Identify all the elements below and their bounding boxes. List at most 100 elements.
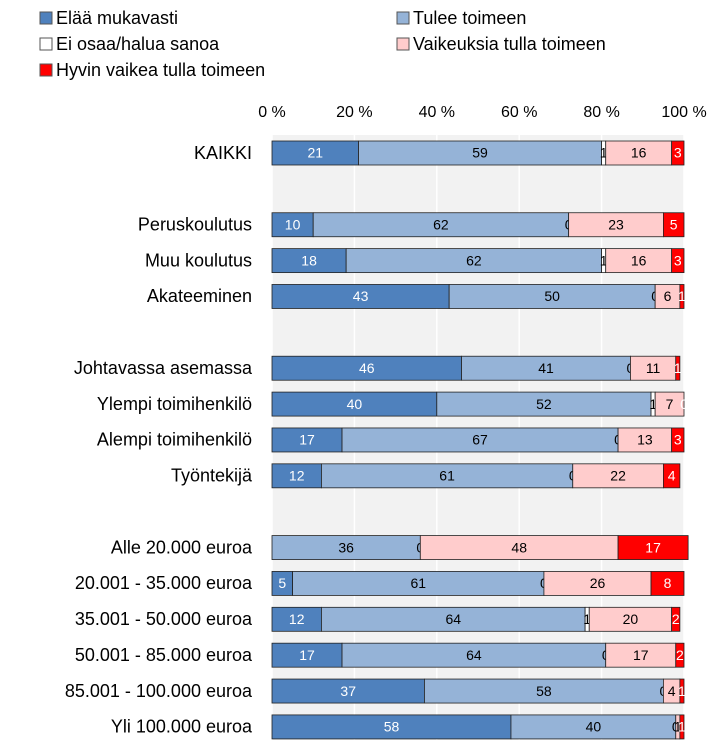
bar-segment [671,427,685,453]
x-tick-label: 80 % [583,104,619,121]
data-label: 61 [410,575,426,591]
bar-segment [510,714,677,740]
bar-segment [271,678,425,704]
bar-segment [650,571,685,596]
data-label: 58 [536,683,552,699]
data-label: 1 [600,145,608,161]
y-tick-label: Alempi toimihenkilö [97,430,252,450]
data-label: 17 [299,432,315,448]
y-tick-label: Alle 20.000 euroa [111,537,253,557]
bar-segment [675,642,685,668]
y-tick-label: Akateeminen [147,286,252,306]
bar-segment [321,606,586,632]
x-tick-label: 100 % [661,104,706,121]
x-tick-label: 40 % [419,104,455,121]
bar-segment [358,140,602,166]
y-tick-label: Yli 100.000 euroa [111,717,253,737]
data-label: 1 [678,683,686,699]
legend-label: Elää mukavasti [56,8,178,28]
bar-segment [675,355,681,381]
data-label: 36 [338,539,354,555]
bar-segment [617,427,673,453]
data-label: 1 [678,288,686,304]
bar-segment [292,571,545,596]
bar-segment [605,642,677,668]
data-label: 43 [353,288,369,304]
data-label: 59 [472,145,488,161]
bar-segment [671,140,685,166]
bar-segment [345,248,603,274]
bar-segment [679,284,685,309]
bar-segment [424,678,664,704]
data-label: 18 [301,252,317,268]
data-label: 22 [610,468,626,484]
bar-segment [663,463,681,489]
data-label: 1 [649,396,657,412]
bar-segment [436,391,652,417]
data-label: 21 [307,145,323,161]
data-label: 12 [289,611,305,627]
data-label: 40 [347,396,363,412]
bar-segment [568,212,664,238]
data-label: 16 [631,252,647,268]
bar-segment [671,248,685,274]
y-tick-label: Muu koulutus [145,250,252,270]
y-tick-label: 35.001 - 50.000 euroa [75,609,253,629]
data-label: 8 [664,575,672,591]
data-label: 1 [674,719,682,735]
data-label: 20 [623,611,639,627]
legend-label: Vaikeuksia tulla toimeen [413,34,606,54]
data-label: 10 [285,216,301,232]
data-label: 17 [299,647,315,663]
data-label: 61 [439,468,455,484]
y-tick-label: Ylempi toimihenkilö [97,394,252,414]
bar-segment [572,463,664,489]
bar-segment [271,463,322,489]
x-tick-label: 60 % [501,104,537,121]
data-label: 67 [472,432,488,448]
data-label: 48 [511,539,527,555]
data-label: 58 [384,719,400,735]
y-tick-label: 85.001 - 100.000 euroa [65,681,253,701]
data-label: 6 [664,288,672,304]
bar-segment [341,642,607,668]
x-tick-label: 0 % [258,104,286,121]
data-label: 12 [289,468,305,484]
legend-label: Hyvin vaikea tulla toimeen [56,60,265,80]
legend-label: Ei osaa/halua sanoa [56,34,220,54]
data-label: 1 [600,252,608,268]
data-label: 62 [466,252,482,268]
data-label: 5 [670,216,678,232]
data-label: 64 [466,647,482,663]
bar-segment [679,714,685,740]
y-tick-label: KAIKKI [194,143,252,163]
data-label: 2 [672,611,680,627]
data-label: 1 [678,719,686,735]
data-label: 26 [590,575,606,591]
data-label: 3 [674,145,682,161]
y-tick-label: Peruskoulutus [138,214,252,234]
data-label: 3 [674,432,682,448]
data-label: 17 [633,647,649,663]
legend-swatch [396,11,410,25]
data-label: 11 [646,360,661,376]
data-label: 13 [637,432,653,448]
data-label: 23 [608,216,624,232]
bar-segment [419,535,619,560]
bar-segment [448,284,656,309]
data-label: 62 [433,216,449,232]
bar-segment [543,571,652,596]
y-tick-label: 20.001 - 35.000 euroa [75,573,253,593]
legend-label: Tulee toimeen [413,8,526,28]
data-label: 5 [278,575,286,591]
bar-segment [271,714,512,740]
data-label: 1 [674,360,682,376]
bar-segment [654,284,681,309]
bar-segment [271,606,322,632]
data-label: 50 [544,288,560,304]
bar-segment [271,535,421,560]
bar-segment [679,678,685,704]
bar-segment [321,463,574,489]
data-label: 2 [676,647,684,663]
x-tick-label: 20 % [336,104,372,121]
